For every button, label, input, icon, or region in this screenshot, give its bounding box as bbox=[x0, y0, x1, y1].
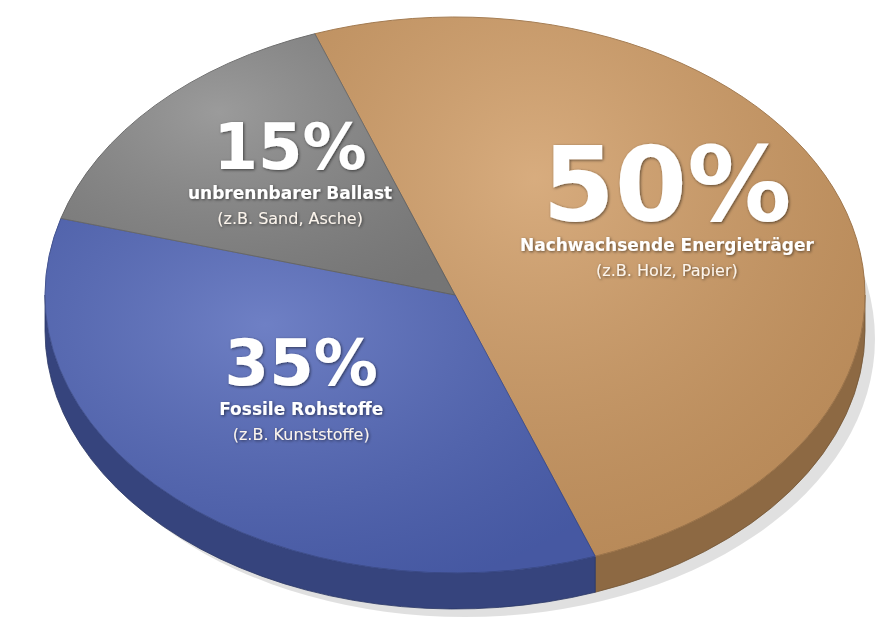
chart-container: 50%Nachwachsende Energieträger (z.B. Holz… bbox=[0, 0, 887, 642]
annotation: (z.B. Kunststoffe) bbox=[233, 425, 370, 444]
category-label: Nachwachsende Energieträger bbox=[520, 235, 814, 255]
category-label: Fossile Rohstoffe bbox=[219, 399, 383, 419]
value-label: 35% bbox=[225, 326, 378, 400]
category-label: unbrennbarer Ballast bbox=[188, 183, 392, 203]
value-label: 50% bbox=[542, 124, 791, 246]
pie-slice bbox=[45, 218, 595, 573]
slice-shine bbox=[45, 218, 595, 573]
slice-tops bbox=[45, 17, 865, 573]
annotation: (z.B. Holz, Papier) bbox=[596, 261, 738, 280]
labels: 50%Nachwachsende Energieträger (z.B. Holz… bbox=[188, 110, 814, 444]
slice-shine bbox=[61, 34, 455, 295]
pie-chart: 50%Nachwachsende Energieträger (z.B. Holz… bbox=[0, 0, 887, 642]
annotation: (z.B. Sand, Asche) bbox=[217, 209, 363, 228]
pie-slice bbox=[61, 34, 455, 295]
value-label: 15% bbox=[213, 110, 366, 184]
